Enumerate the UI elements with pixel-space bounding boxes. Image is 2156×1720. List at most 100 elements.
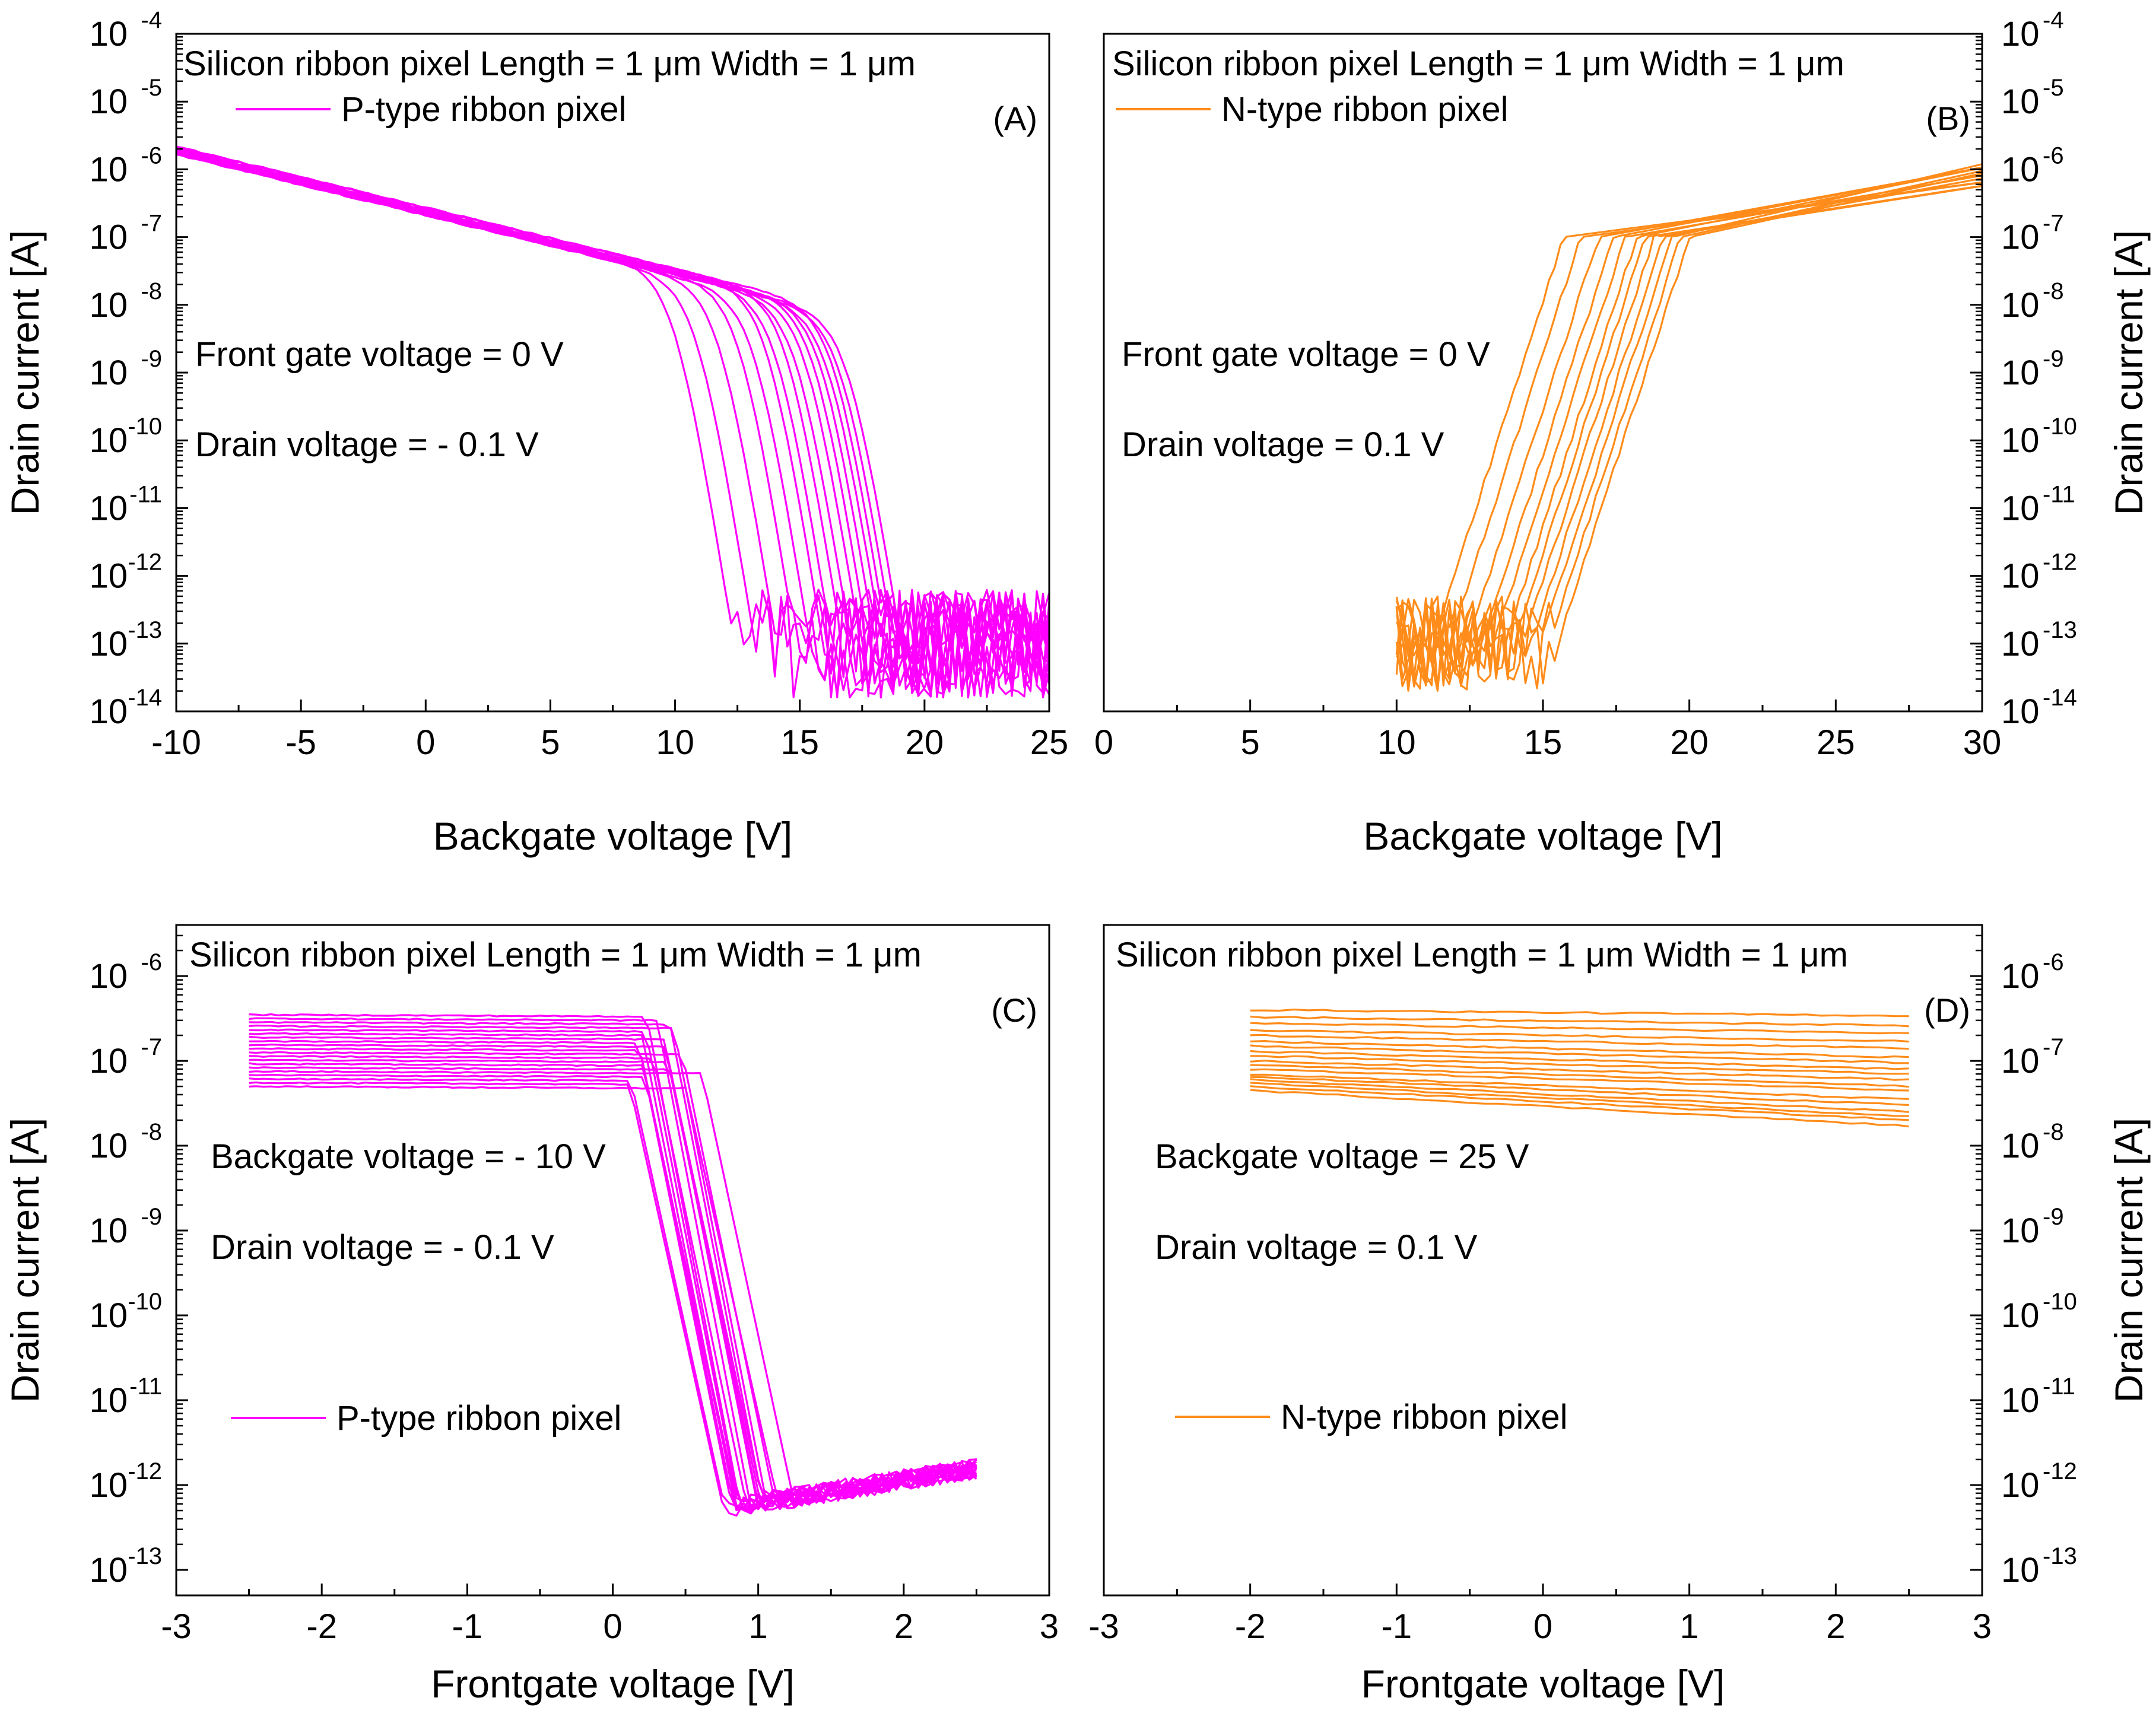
y-tick-base: 10: [2001, 1466, 2040, 1505]
x-tick-label: -1: [1382, 1607, 1412, 1646]
series-line-8: [1250, 1050, 1909, 1070]
y-tick-label: 10: [2001, 1042, 2040, 1080]
x-tick-label: 20: [1670, 723, 1709, 762]
y-tick-base: 10: [89, 421, 128, 460]
y-tick-exponent: -7: [2043, 1034, 2064, 1060]
x-tick-label: 0: [416, 723, 435, 762]
y-tick-base: 10: [2001, 557, 2040, 596]
y-tick-label: 10: [2001, 1296, 2040, 1335]
y-tick-label: 10: [89, 1381, 128, 1420]
x-tick-label: 2: [894, 1607, 913, 1646]
y-axis-title: Drain current [A]: [3, 230, 47, 516]
y-tick-base: 10: [2001, 1551, 2040, 1589]
y-tick-exponent: -10: [128, 1289, 162, 1315]
y-tick-label: 10: [2001, 557, 2040, 596]
series-line-16: [1250, 1082, 1909, 1117]
y-tick-label: 10: [89, 1042, 128, 1080]
series-line-12: [249, 1043, 977, 1512]
x-tick-label: 25: [1817, 723, 1855, 762]
y-tick-label: 10: [2001, 1127, 2040, 1165]
y-tick-exponent: -11: [129, 1374, 162, 1400]
series-line-6: [1250, 1040, 1909, 1058]
y-tick-label: 10: [89, 1296, 128, 1335]
y-tick-label: 10: [89, 489, 128, 527]
y-tick-exponent: -11: [129, 481, 162, 507]
y-tick-label: 10: [2001, 354, 2040, 392]
series-line-13: [1250, 1073, 1909, 1100]
x-tick-label: 2: [1826, 1607, 1845, 1646]
series-line-9: [1395, 177, 1982, 686]
series-line-2: [1250, 1015, 1909, 1028]
legend-label: N-type ribbon pixel: [1281, 1398, 1568, 1436]
y-tick-exponent: -6: [2043, 949, 2064, 975]
series-line-16: [249, 1028, 977, 1514]
y-tick-base: 10: [2001, 1381, 2040, 1420]
y-tick-exponent: -9: [141, 346, 162, 372]
y-tick-exponent: -10: [2043, 1289, 2077, 1315]
y-tick-exponent: -4: [2043, 7, 2064, 33]
series-line-5: [249, 1070, 977, 1505]
y-tick-base: 10: [89, 489, 128, 527]
curves: [176, 145, 1049, 699]
series-line-3: [1396, 167, 1982, 675]
y-tick-base: 10: [89, 218, 128, 257]
x-tick-label: -2: [306, 1607, 337, 1646]
y-tick-label: 10: [2001, 218, 2040, 257]
series-line-11: [1250, 1064, 1909, 1088]
series-line-1: [1250, 1008, 1909, 1018]
panel-label: (B): [1926, 100, 1970, 137]
x-tick-label: 25: [1030, 723, 1069, 762]
x-tick-label: 15: [1524, 723, 1563, 762]
y-tick-exponent: -10: [128, 414, 162, 440]
y-tick-label: 10: [89, 15, 128, 53]
x-axis: 0 5 10 15 20 25 30 Backgate voltage [V]: [1094, 700, 2001, 858]
series-line-16: [176, 151, 1049, 692]
legend-label: P-type ribbon pixel: [336, 1399, 621, 1438]
y-tick-base: 10: [2001, 489, 2040, 527]
legend: N-type ribbon pixel: [1175, 1398, 1568, 1436]
y-tick-exponent: -8: [2043, 278, 2064, 304]
y-tick-label: 10: [89, 218, 128, 257]
y-tick-exponent: -13: [128, 617, 162, 643]
y-tick-base: 10: [89, 1042, 128, 1080]
annotation-text: Backgate voltage = - 10 V: [211, 1137, 606, 1176]
panel-title: Silicon ribbon pixel Length = 1 μm Width…: [183, 44, 916, 83]
y-axis-title: Drain current [A]: [3, 1118, 47, 1403]
y-tick-label: 10: [2001, 489, 2040, 527]
series-line-3: [1250, 1022, 1909, 1035]
y-tick-exponent: -13: [2043, 1543, 2077, 1569]
y-tick-label: 10: [2001, 82, 2040, 121]
y-tick-exponent: -6: [141, 949, 162, 975]
legend-label: P-type ribbon pixel: [341, 90, 626, 129]
annotation-text: Front gate voltage = 0 V: [195, 335, 564, 374]
x-tick-label: 5: [541, 723, 560, 762]
y-tick-label: 10: [89, 625, 128, 663]
y-tick-base: 10: [2001, 1296, 2040, 1335]
y-tick-label: 10: [2001, 421, 2040, 460]
series-line-18: [249, 1020, 977, 1505]
y-tick-exponent: -4: [141, 7, 162, 33]
y-tick-base: 10: [2001, 692, 2040, 731]
annotation-text: Backgate voltage = 25 V: [1155, 1137, 1529, 1176]
y-tick-base: 10: [2001, 625, 2040, 663]
y-tick-base: 10: [2001, 957, 2040, 996]
y-tick-label: 10: [2001, 692, 2040, 731]
y-tick-exponent: -12: [2043, 549, 2077, 576]
panel-label: (A): [993, 100, 1037, 137]
panel-label: (C): [991, 991, 1037, 1029]
annotation-text: Drain voltage = 0.1 V: [1122, 425, 1444, 464]
y-tick-exponent: -8: [141, 1119, 162, 1145]
y-tick-label: 10: [2001, 1381, 2040, 1420]
x-tick-label: -3: [161, 1607, 192, 1646]
series-line-4: [1395, 166, 1982, 688]
annotation-text: Front gate voltage = 0 V: [1122, 335, 1490, 374]
y-tick-base: 10: [2001, 218, 2040, 257]
panel-label: (D): [1924, 991, 1970, 1029]
series-line-8: [1395, 185, 1982, 684]
y-tick-exponent: -6: [141, 142, 162, 168]
y-tick-label: 10: [89, 1212, 128, 1250]
y-tick-exponent: -7: [2043, 211, 2064, 237]
